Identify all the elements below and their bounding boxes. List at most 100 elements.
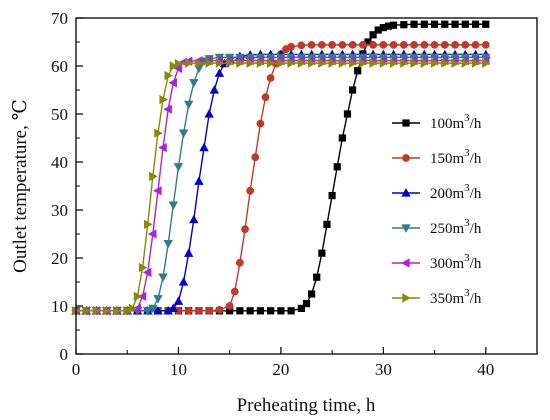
legend-item-2: 200m3/h [392, 182, 482, 202]
legend-swatch-marker-4 [401, 258, 410, 268]
series-5-point-19 [215, 58, 225, 68]
series-0-point-42 [410, 20, 418, 28]
series-5-point-44 [471, 58, 481, 68]
legend-label-3: 250m3/h [430, 217, 482, 237]
legend-label-tail-4: /h [470, 256, 482, 272]
series-0-point-19 [267, 307, 275, 315]
series-line-1 [76, 44, 486, 312]
series-1-point-13 [205, 306, 214, 315]
series-0-point-29 [333, 163, 341, 171]
series-4-point-11 [158, 142, 167, 153]
series-5-point-45 [482, 58, 491, 68]
legend-label-0: 100m3/h [430, 112, 482, 132]
series-4-point-8 [142, 267, 152, 278]
series-0-point-47 [461, 20, 469, 28]
series-1-point-32 [338, 40, 347, 49]
legend-swatch-marker-3 [401, 224, 411, 233]
series-layer [71, 20, 491, 316]
series-5-point-14 [169, 61, 179, 71]
series-5-point-8 [138, 262, 148, 273]
series-5-point-43 [461, 58, 471, 68]
y-tick-label-6: 60 [51, 57, 68, 76]
series-line-2 [76, 53, 486, 312]
series-2-point-15 [194, 176, 204, 185]
series-2-point-8 [153, 305, 163, 315]
series-1-point-21 [256, 119, 265, 128]
series-2-point-19 [214, 68, 225, 77]
legend-label-tail-3: /h [470, 221, 482, 237]
y-tick-label-3: 30 [51, 201, 68, 220]
series-0-point-49 [482, 20, 490, 28]
series-4-point-9 [148, 229, 157, 239]
series-line-5 [76, 62, 486, 312]
legend-label-base-5: 350m [430, 291, 465, 307]
series-5-point-33 [359, 58, 368, 68]
series-5-point-6 [128, 303, 138, 314]
series-1-point-39 [410, 40, 418, 49]
series-4-point-12 [163, 104, 172, 114]
series-5-point-1 [82, 306, 92, 316]
series-3-point-14 [178, 129, 189, 139]
legend-item-0: 100m3/h [392, 112, 482, 132]
series-4-point-13 [168, 78, 177, 88]
series-0-point-27 [323, 220, 331, 229]
legend-swatch-marker-5 [402, 293, 411, 303]
series-1-point-42 [440, 40, 449, 49]
legend-label-sup-1: 3 [464, 147, 470, 159]
series-5-point-30 [328, 58, 337, 68]
legend-label-base-1: 150m [430, 151, 465, 167]
series-5-point-40 [430, 58, 440, 68]
series-0-point-17 [246, 307, 254, 315]
series-5-point-17 [195, 58, 204, 68]
series-0-point-31 [343, 110, 352, 118]
series-5-point-9 [144, 219, 153, 230]
series-1-point-28 [297, 41, 306, 50]
series-0-point-22 [297, 304, 305, 313]
series-0-point-26 [318, 249, 326, 257]
series-5-point-5 [123, 306, 133, 316]
series-1 [72, 40, 490, 315]
series-5-point-42 [451, 58, 460, 68]
series-5-point-13 [164, 70, 174, 81]
series-1-point-18 [241, 225, 249, 234]
series-0-point-28 [328, 192, 336, 200]
series-2-point-16 [199, 142, 209, 152]
series-5-point-23 [256, 58, 266, 68]
series-3-point-11 [163, 239, 173, 249]
series-4 [71, 56, 490, 316]
series-2 [71, 49, 491, 315]
legend: 100m3/h150m3/h200m3/h250m3/h300m3/h350m3… [392, 112, 482, 307]
series-5-point-41 [441, 58, 450, 68]
series-5-point-27 [297, 58, 307, 68]
series-1-point-12 [195, 306, 203, 315]
series-1-point-45 [471, 40, 480, 49]
series-1-point-16 [230, 287, 239, 296]
series-5-point-2 [92, 306, 102, 316]
x-tick-label-0: 0 [72, 360, 81, 379]
series-1-point-29 [307, 40, 316, 49]
series-1-point-35 [369, 40, 377, 49]
legend-label-base-3: 250m [430, 221, 465, 237]
legend-label-sup-5: 3 [464, 287, 470, 299]
series-3-point-16 [189, 79, 199, 88]
series-1-point-46 [481, 40, 490, 49]
series-5-point-24 [266, 58, 276, 68]
series-5-point-35 [379, 58, 389, 68]
series-0-point-44 [430, 20, 439, 28]
series-5-point-15 [174, 58, 184, 69]
legend-label-sup-2: 3 [464, 182, 470, 194]
legend-label-sup-4: 3 [464, 252, 470, 264]
series-1-point-31 [328, 40, 337, 49]
series-5 [72, 58, 491, 316]
series-3 [71, 53, 491, 316]
series-0-point-40 [389, 21, 398, 29]
legend-item-4: 300m3/h [392, 252, 482, 272]
y-axis-label: Outlet temperature, ℃ [10, 99, 31, 273]
series-2-point-18 [209, 85, 220, 94]
legend-label-tail-0: /h [470, 116, 482, 132]
series-1-point-36 [379, 40, 388, 49]
series-5-point-31 [338, 58, 348, 68]
series-1-point-30 [317, 40, 326, 49]
series-2-point-13 [183, 248, 194, 257]
